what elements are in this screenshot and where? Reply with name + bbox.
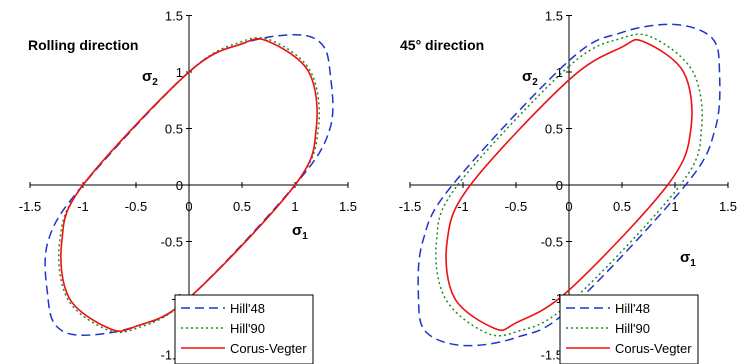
x-tick-label: -1.5 [19,199,41,214]
y-tick-label: 0.5 [165,122,183,137]
y-tick-label: 1.5 [545,9,563,24]
x-tick-label: -0.5 [505,199,527,214]
x-tick-label: 1 [291,199,298,214]
y-tick-label: 1 [556,65,563,80]
x-tick-label: 0 [565,199,572,214]
series-line-corus-vegter [445,38,693,332]
chart-panel-1: -1.5-1-0.500.511.51.510.50-0.5-1-1.5Roll… [19,9,357,364]
legend-box [559,294,699,364]
y-tick-label: -1.5 [541,348,563,363]
legend-label: Hill'48 [230,301,265,316]
y-tick-label: 0 [176,178,183,193]
legend-label: Hill'90 [230,321,265,336]
x-tick-label: 0 [185,199,192,214]
chart-title: Rolling direction [28,37,138,53]
y-tick-label: 0 [556,178,563,193]
legend: Hill'48 Hill'90 Corus-Vegter [559,294,699,364]
y-tick-label: -1 [551,291,563,306]
legend-label: Hill'90 [615,321,650,336]
chart-panel-2: -1.5 -1 -0.5 0 0.5 1 1.5 1.5 1 0.5 0 -0.5 -1 -1.5 45° … [399,9,737,364]
legend: Hill'48 Hill'90 Corus-Vegter [174,294,314,364]
x-tick-label: 1 [671,199,678,214]
y-axis-label: σ2 [142,68,158,88]
y-tick-label: -0.5 [541,235,563,250]
x-tick-label: 0.5 [233,199,251,214]
y-tick-label: -0.5 [161,235,183,250]
x-tick-label: -1 [77,199,89,214]
x-tick-label: -1.5 [399,199,421,214]
legend-label: Corus-Vegter [615,341,692,356]
x-axis-label: σ1 [292,222,308,242]
y-tick-label: 1.5 [165,9,183,24]
y-tick-label: 0.5 [545,122,563,137]
legend-label: Corus-Vegter [230,341,307,356]
x-axis-label: σ1 [680,249,696,269]
legend-label: Hill'48 [615,301,650,316]
x-tick-label: 1.5 [719,199,737,214]
x-tick-label: 1.5 [339,199,357,214]
y-axis-label: σ2 [522,68,538,88]
x-tick-label: -0.5 [125,199,147,214]
x-tick-label: -1 [457,199,469,214]
x-tick-label: 0.5 [613,199,631,214]
chart-title: 45° direction [400,37,484,53]
legend-box [174,294,314,364]
y-tick-label: 1 [176,65,183,80]
series-line-hill-90 [57,36,321,334]
